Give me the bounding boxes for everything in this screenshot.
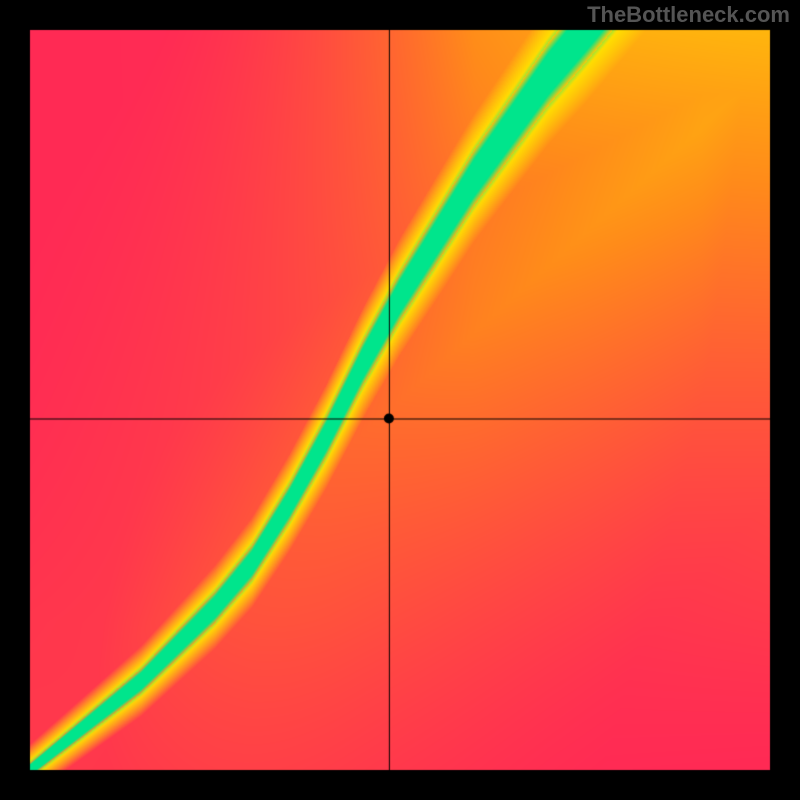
heatmap-canvas [0,0,800,800]
chart-container: TheBottleneck.com [0,0,800,800]
watermark-text: TheBottleneck.com [587,2,790,28]
